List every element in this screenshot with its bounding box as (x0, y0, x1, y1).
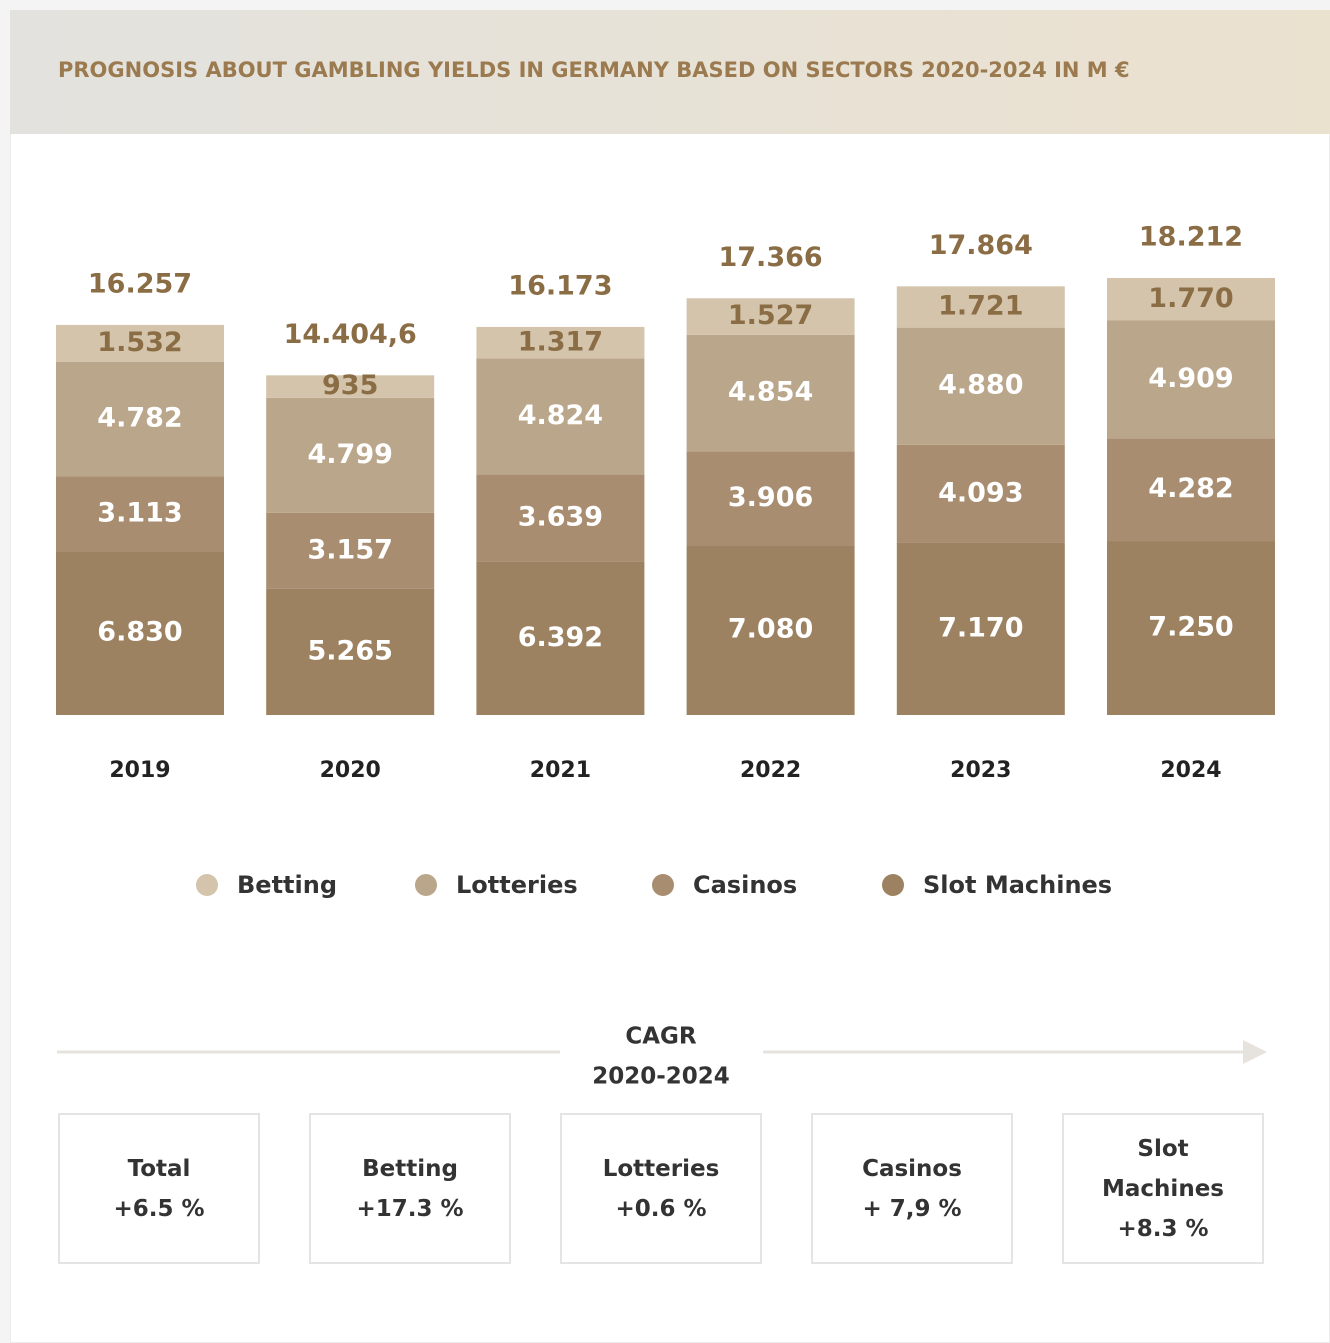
value-label: 1.770 (1148, 283, 1233, 314)
bar-segment (476, 561, 645, 715)
cagr-period: 2020-2024 (592, 1064, 730, 1090)
bar-segment (686, 298, 855, 335)
value-label: 1.317 (518, 326, 603, 357)
value-label: 7.250 (1148, 612, 1233, 643)
value-label: 4.880 (938, 370, 1023, 401)
value-label: 3.906 (728, 482, 813, 513)
legend-label: Casinos (693, 871, 797, 899)
arrow-head (1243, 1040, 1267, 1064)
bar-segment (476, 474, 645, 562)
total-label: 18.212 (1139, 222, 1243, 253)
legend-marker (882, 874, 904, 896)
x-tick-label: 2024 (1160, 758, 1221, 783)
bar-segment (56, 361, 224, 477)
cagr-value: +0.6 % (615, 1195, 707, 1222)
value-label: 4.824 (518, 400, 603, 431)
value-label: 5.265 (307, 635, 392, 666)
value-label: 3.639 (518, 501, 603, 532)
x-tick-label: 2021 (530, 758, 591, 783)
cagr-value: + 7,9 % (862, 1195, 962, 1222)
bar-segment (266, 588, 435, 715)
value-label: 4.909 (1148, 363, 1233, 394)
value-label: 4.854 (728, 377, 813, 408)
total-label: 14.404,6 (284, 319, 417, 350)
x-tick-label: 2020 (320, 758, 381, 783)
cagr-label: Casinos (862, 1155, 962, 1182)
cagr-label: Lotteries (602, 1155, 720, 1182)
value-label: 4.782 (97, 403, 182, 434)
bar-segment (56, 324, 224, 362)
bar-segment (266, 375, 435, 398)
legend-marker (652, 874, 674, 896)
value-label: 6.392 (518, 622, 603, 653)
cagr-value: +17.3 % (356, 1195, 464, 1222)
cagr-title: CAGR (625, 1024, 697, 1050)
bar-segment (896, 286, 1065, 328)
chart-title: PROGNOSIS ABOUT GAMBLING YIELDS IN GERMA… (58, 58, 1130, 82)
cagr-label: Slot Machines (1102, 1135, 1224, 1202)
value-label: 1.532 (97, 327, 182, 358)
bar-segment (1107, 438, 1275, 542)
bar-segment (896, 444, 1065, 543)
total-label: 16.173 (508, 270, 612, 301)
bar-segment (476, 326, 645, 359)
x-tick-label: 2023 (950, 758, 1011, 783)
value-label: 1.721 (938, 290, 1023, 321)
bar-segment (266, 397, 435, 513)
bar-segment (56, 476, 224, 552)
bar-segment (476, 358, 645, 475)
total-label: 17.366 (718, 242, 822, 273)
legend-label: Lotteries (456, 871, 578, 899)
cagr-label: Total (127, 1155, 191, 1182)
header (10, 10, 1330, 134)
legend-label: Slot Machines (923, 871, 1112, 899)
legend-marker (196, 874, 218, 896)
value-label: 4.282 (1148, 473, 1233, 504)
bar-segment (266, 512, 435, 589)
cagr-label: Betting (362, 1155, 458, 1182)
bar-segment (896, 542, 1065, 715)
x-tick-label: 2019 (109, 758, 170, 783)
total-label: 17.864 (929, 230, 1033, 261)
legend-label: Betting (237, 871, 337, 899)
bar-segment (686, 334, 855, 452)
bar-segment (686, 451, 855, 546)
value-label: 3.113 (97, 497, 182, 528)
value-label: 1.527 (728, 300, 813, 331)
bar-segment (1107, 278, 1275, 321)
cagr-value: +8.3 % (1117, 1215, 1209, 1242)
value-label: 6.830 (97, 617, 182, 648)
value-label: 3.157 (307, 534, 392, 565)
cagr-box: Betting +17.3 % (309, 1113, 511, 1264)
cagr-box: Total +6.5 % (58, 1113, 260, 1264)
bar-segment (896, 327, 1065, 445)
value-label: 4.799 (307, 439, 392, 470)
total-label: 16.257 (88, 268, 192, 299)
value-label: 935 (322, 370, 378, 401)
cagr-box: Slot Machines +8.3 % (1062, 1113, 1264, 1264)
bar-segment (1107, 541, 1275, 715)
x-tick-label: 2022 (740, 758, 801, 783)
cagr-value: +6.5 % (113, 1195, 205, 1222)
bar-segment (56, 551, 224, 715)
cagr-box: Casinos + 7,9 % (811, 1113, 1013, 1264)
value-label: 4.093 (938, 477, 1023, 508)
value-label: 7.080 (728, 614, 813, 645)
bar-segment (1107, 320, 1275, 439)
legend-marker (415, 874, 437, 896)
value-label: 7.170 (938, 612, 1023, 643)
cagr-box: Lotteries +0.6 % (560, 1113, 762, 1264)
bar-segment (686, 545, 855, 715)
